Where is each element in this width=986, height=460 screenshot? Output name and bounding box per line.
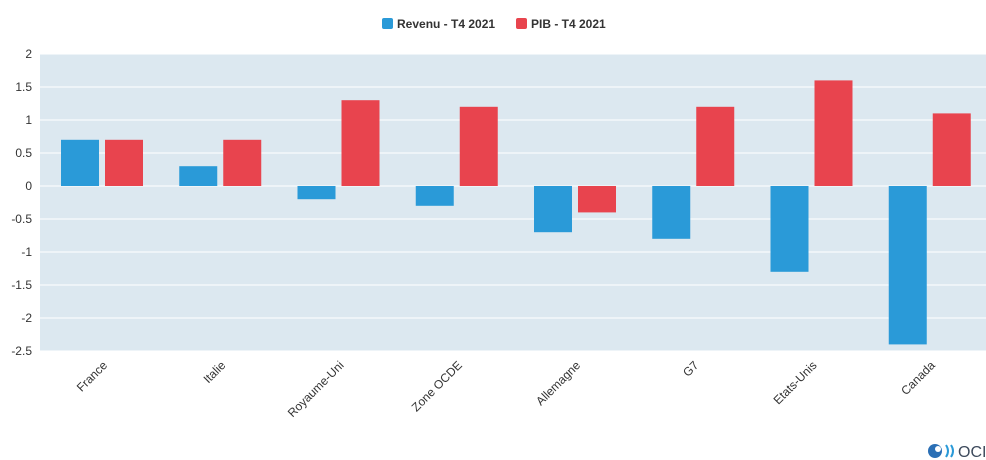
x-tick-label: Zone OCDE [409, 358, 465, 414]
y-axis-ticks: 2 1.5 1 0.5 0 -0.5 -1 -1.5 -2 -2.5 [11, 47, 32, 358]
bar-revenu [770, 186, 809, 272]
bar-revenu [415, 186, 454, 206]
bar-revenu [652, 186, 691, 239]
y-tick-label: -2.5 [11, 344, 32, 358]
y-tick-label: -2 [21, 311, 32, 325]
x-tick-label: Canada [898, 358, 938, 398]
y-tick-label: 1.5 [15, 80, 32, 94]
y-tick-label: -1 [21, 245, 32, 259]
bar-pib [814, 80, 853, 186]
bar-revenu [179, 166, 218, 186]
y-tick-label: 0 [25, 179, 32, 193]
bar-pib [932, 113, 971, 186]
bar-pib [578, 186, 616, 213]
x-tick-label: France [74, 358, 111, 395]
legend-swatch [382, 18, 393, 29]
bar-pib [105, 139, 143, 186]
bar-revenu [534, 186, 572, 233]
y-tick-label: -1.5 [11, 278, 32, 292]
logo-text: OCI [958, 444, 986, 460]
oecd-logo: OCI [928, 444, 986, 460]
x-tick-label: Etats-Unis [771, 358, 820, 407]
legend-swatch [516, 18, 527, 29]
bar-pib [223, 139, 262, 186]
bar-revenu [61, 139, 99, 186]
gridlines [40, 53, 986, 352]
oecd-logo-icon [928, 444, 954, 458]
x-tick-label: G7 [680, 358, 701, 379]
x-tick-label: Italie [201, 358, 229, 386]
y-tick-label: -0.5 [11, 212, 32, 226]
bar-pib [459, 106, 498, 186]
x-tick-label: Royaume-Uni [285, 358, 347, 420]
bar-pib [696, 106, 735, 186]
x-tick-label: Allemagne [533, 358, 583, 408]
bar-revenu [888, 186, 927, 345]
x-axis-ticks: France Italie Royaume-Uni Zone OCDE Allemagn… [74, 358, 938, 420]
legend: Revenu - T4 2021 PIB - T4 2021 [382, 17, 606, 31]
legend-label: Revenu - T4 2021 [397, 17, 495, 31]
y-tick-label: 0.5 [15, 146, 32, 160]
y-tick-label: 1 [25, 113, 32, 127]
y-tick-label: 2 [25, 47, 32, 61]
legend-label: PIB - T4 2021 [531, 17, 606, 31]
bar-pib [341, 100, 380, 186]
bars [61, 80, 971, 345]
bar-revenu [297, 186, 336, 200]
